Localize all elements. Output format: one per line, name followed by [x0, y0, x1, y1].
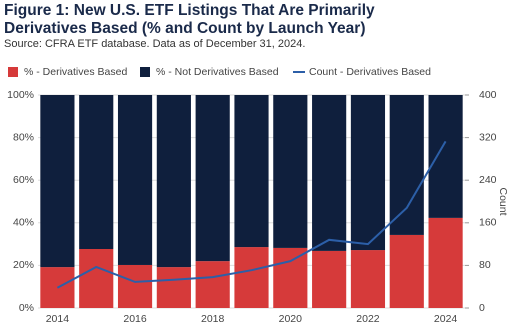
- x-tick-label: 2016: [123, 313, 147, 325]
- legend-label: % - Derivatives Based: [24, 66, 127, 78]
- y-tick-label: 0%: [19, 302, 34, 314]
- bar: [195, 261, 230, 308]
- legend-swatch: [140, 67, 150, 77]
- bar: [389, 234, 424, 308]
- bar: [273, 95, 308, 248]
- legend-label: Count - Derivatives Based: [309, 66, 431, 78]
- y-tick-label: 40%: [13, 217, 34, 229]
- bar: [428, 217, 463, 308]
- y2-tick-label: 0: [479, 302, 485, 314]
- bar: [195, 95, 230, 262]
- legend-label: % - Not Derivatives Based: [156, 66, 279, 78]
- bar: [117, 264, 153, 308]
- bar: [350, 95, 386, 251]
- y-tick-label: 80%: [13, 131, 34, 143]
- chart-title: Figure 1: New U.S. ETF Listings That Are…: [4, 2, 375, 37]
- y2-tick-label: 320: [479, 131, 497, 143]
- y2-tick-label: 240: [479, 174, 497, 186]
- bar: [312, 250, 347, 308]
- bar: [234, 247, 269, 308]
- x-tick-label: 2020: [279, 313, 303, 325]
- bar: [312, 95, 347, 251]
- bar: [79, 248, 114, 308]
- bar: [40, 95, 75, 268]
- bar: [350, 250, 386, 308]
- x-tick-label: 2014: [46, 313, 70, 325]
- legend-swatch: [8, 67, 18, 77]
- bar: [273, 247, 308, 308]
- bar: [156, 267, 191, 308]
- bar: [389, 95, 424, 235]
- x-tick-label: 2022: [356, 313, 380, 325]
- y-tick-label: 60%: [13, 174, 34, 186]
- bar: [156, 95, 191, 268]
- bar: [428, 95, 463, 218]
- bar: [79, 95, 114, 249]
- line: [56, 140, 447, 289]
- bar: [234, 95, 269, 248]
- y2-tick-label: 400: [479, 89, 497, 101]
- x-tick-label: 2018: [201, 313, 225, 325]
- y2-axis-label: Count: [497, 187, 509, 215]
- y2-tick-label: 80: [479, 259, 491, 271]
- y-tick-label: 100%: [7, 89, 34, 101]
- y2-tick-label: 160: [479, 217, 497, 229]
- bar: [117, 95, 153, 265]
- chart-subtitle: Source: CFRA ETF database. Data as of De…: [4, 38, 306, 50]
- y-tick-label: 20%: [13, 259, 34, 271]
- x-tick-label: 2024: [434, 313, 458, 325]
